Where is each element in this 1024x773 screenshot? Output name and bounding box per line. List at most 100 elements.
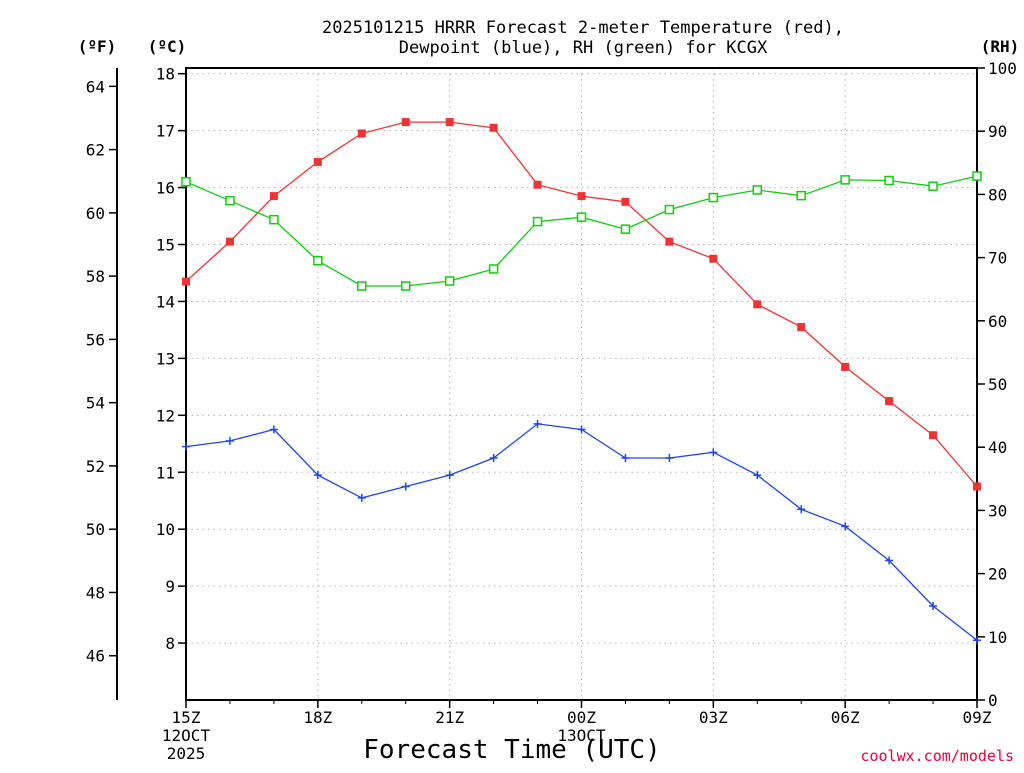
fahrenheit-tick-label: 62 (86, 141, 105, 160)
temperature-marker (621, 197, 630, 206)
x-tick-label: 09Z (963, 708, 992, 727)
rh-marker (752, 185, 763, 195)
temperature-marker (929, 431, 938, 440)
dewpoint-marker (489, 454, 498, 463)
dewpoint-marker (357, 493, 366, 502)
dewpoint-marker (621, 454, 630, 463)
dewpoint-marker (445, 471, 454, 480)
rh-unit-label: (RH) (981, 37, 1020, 56)
temperature-marker (797, 323, 806, 332)
x-tick-label: 18Z (303, 708, 332, 727)
celsius-unit-label: (ºC) (148, 37, 187, 56)
x-date-label: 13OCT (557, 726, 606, 745)
rh-marker (928, 181, 938, 191)
rh-marker (488, 264, 499, 274)
dewpoint-marker (885, 556, 894, 565)
dewpoint-marker (533, 419, 542, 428)
temperature-marker (269, 192, 278, 201)
dewpoint-marker (973, 636, 981, 645)
x-tick-label: 21Z (435, 708, 464, 727)
temperature-marker (445, 118, 454, 127)
temperature-marker (533, 180, 542, 189)
rh-marker (708, 192, 719, 203)
celsius-tick-label: 17 (156, 122, 175, 141)
fahrenheit-tick-label: 60 (86, 204, 105, 223)
rh-tick-label: 50 (988, 375, 1007, 394)
celsius-tick-label: 13 (156, 349, 175, 368)
temperature-marker (225, 237, 234, 246)
temperature-marker (401, 118, 410, 127)
axes (109, 67, 985, 708)
rh-tick-label: 30 (988, 501, 1007, 520)
rh-marker (357, 281, 367, 291)
rh-tick-label: 90 (988, 122, 1007, 141)
x-year-label: 2025 (167, 744, 206, 763)
gridlines (186, 68, 977, 700)
rh-marker (620, 224, 631, 234)
temperature-marker (753, 300, 762, 309)
temperature-marker (577, 192, 586, 201)
dewpoint-marker (709, 448, 718, 457)
fahrenheit-tick-label: 46 (86, 647, 105, 666)
dewpoint-marker (797, 505, 806, 514)
x-axis-label: Forecast Time (UTC) (363, 735, 660, 765)
rh-marker (840, 175, 850, 185)
rh-marker (576, 212, 587, 222)
celsius-tick-label: 8 (165, 634, 175, 653)
fahrenheit-tick-label: 48 (86, 583, 105, 602)
dewpoint-marker (665, 454, 674, 463)
fahrenheit-tick-label: 50 (86, 520, 105, 539)
x-tick-label: 00Z (567, 708, 596, 727)
rh-marker (313, 256, 323, 266)
data-series (181, 118, 982, 645)
fahrenheit-unit-label: (ºF) (78, 37, 117, 56)
tick-labels: 8 9 10 11 12 13 14 15 16 17 18 46 48 50 52 54 56 58 60 62 64… (86, 59, 1017, 763)
rh-marker (532, 216, 543, 227)
dewpoint-marker (225, 436, 234, 445)
rh-marker (181, 177, 191, 187)
rh-marker (444, 276, 455, 286)
x-tick-label: 03Z (699, 708, 728, 727)
rh-tick-label: 40 (988, 438, 1007, 457)
temperature-marker (182, 277, 190, 286)
rh-marker (400, 281, 411, 291)
fahrenheit-tick-label: 56 (86, 330, 105, 349)
rh-tick-label: 10 (988, 628, 1007, 647)
celsius-tick-label: 18 (156, 65, 175, 84)
x-tick-label: 15Z (172, 708, 201, 727)
fahrenheit-tick-label: 64 (86, 77, 105, 96)
temperature-marker (885, 397, 894, 406)
celsius-tick-label: 10 (156, 520, 175, 539)
celsius-tick-label: 9 (165, 577, 175, 596)
temperature-marker (841, 362, 850, 371)
celsius-tick-label: 14 (156, 292, 175, 311)
rh-marker (225, 195, 235, 206)
temperature-marker (313, 157, 322, 166)
temperature-marker (709, 254, 718, 263)
x-tick-label: 06Z (831, 708, 860, 727)
dewpoint-marker (313, 471, 322, 480)
rh-marker (972, 171, 982, 181)
celsius-tick-label: 15 (156, 236, 175, 255)
dewpoint-marker (401, 482, 410, 491)
rh-marker (796, 190, 806, 201)
temperature-marker (357, 129, 366, 138)
fahrenheit-tick-label: 54 (86, 394, 105, 413)
rh-tick-label: 20 (988, 565, 1007, 584)
dewpoint-marker (269, 425, 278, 434)
temperature-marker (973, 482, 981, 491)
credit-link[interactable]: coolwx.com/models (860, 747, 1014, 765)
celsius-tick-label: 12 (156, 406, 175, 425)
chart-subtitle: Dewpoint (blue), RH (green) for KCGX (399, 38, 768, 58)
temperature-marker (489, 123, 498, 132)
rh-tick-label: 0 (988, 691, 998, 710)
rh-tick-label: 70 (988, 249, 1007, 268)
rh-tick-label: 60 (988, 312, 1007, 331)
rh-tick-label: 100 (988, 59, 1017, 78)
dewpoint-marker (841, 522, 850, 531)
dewpoint-marker (577, 425, 586, 434)
fahrenheit-tick-label: 52 (86, 457, 105, 476)
celsius-tick-label: 11 (156, 463, 175, 482)
rh-marker (884, 175, 894, 186)
